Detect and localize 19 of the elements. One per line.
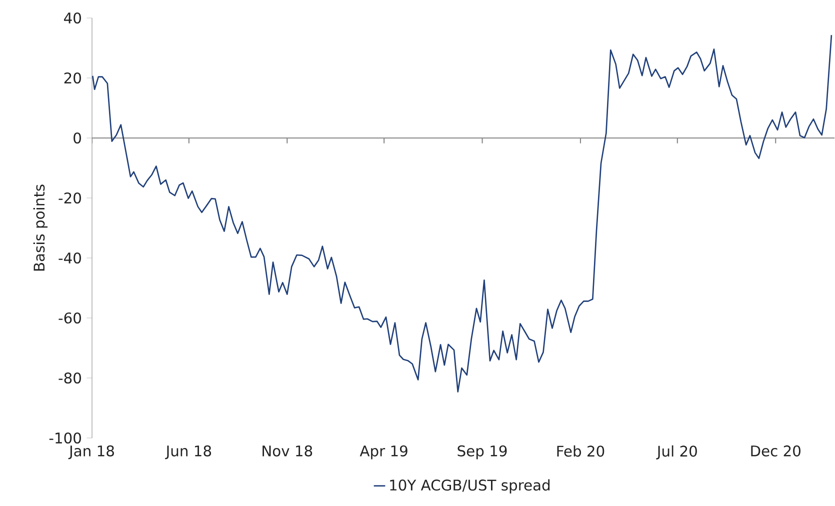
y-tick-label: -20 [58,192,81,204]
x-tick-label: Apr 19 [360,445,408,460]
y-tick-label: -60 [58,312,81,324]
y-axis-title: Basis points [33,184,48,271]
line-series [92,34,832,392]
y-tick-label: 40 [64,12,81,24]
x-tick-label: Feb 20 [557,445,604,457]
y-tick-label: -40 [58,252,81,264]
y-tick-label: -80 [58,372,81,384]
x-tick-label: Dec 20 [751,445,800,456]
y-tick-label: -100 [49,432,81,444]
y-tick-label: 0 [74,132,81,144]
x-tick-label: Jul 20 [656,445,697,460]
x-tick-label: Jun 18 [165,445,212,460]
legend-label: 10Y ACGB/UST spread [390,479,550,494]
y-tick-label: 20 [64,72,81,84]
x-tick-label: Sep 19 [458,445,507,460]
x-tick-label: Nov 18 [262,445,312,456]
x-tick-label: Jan 18 [68,445,114,460]
